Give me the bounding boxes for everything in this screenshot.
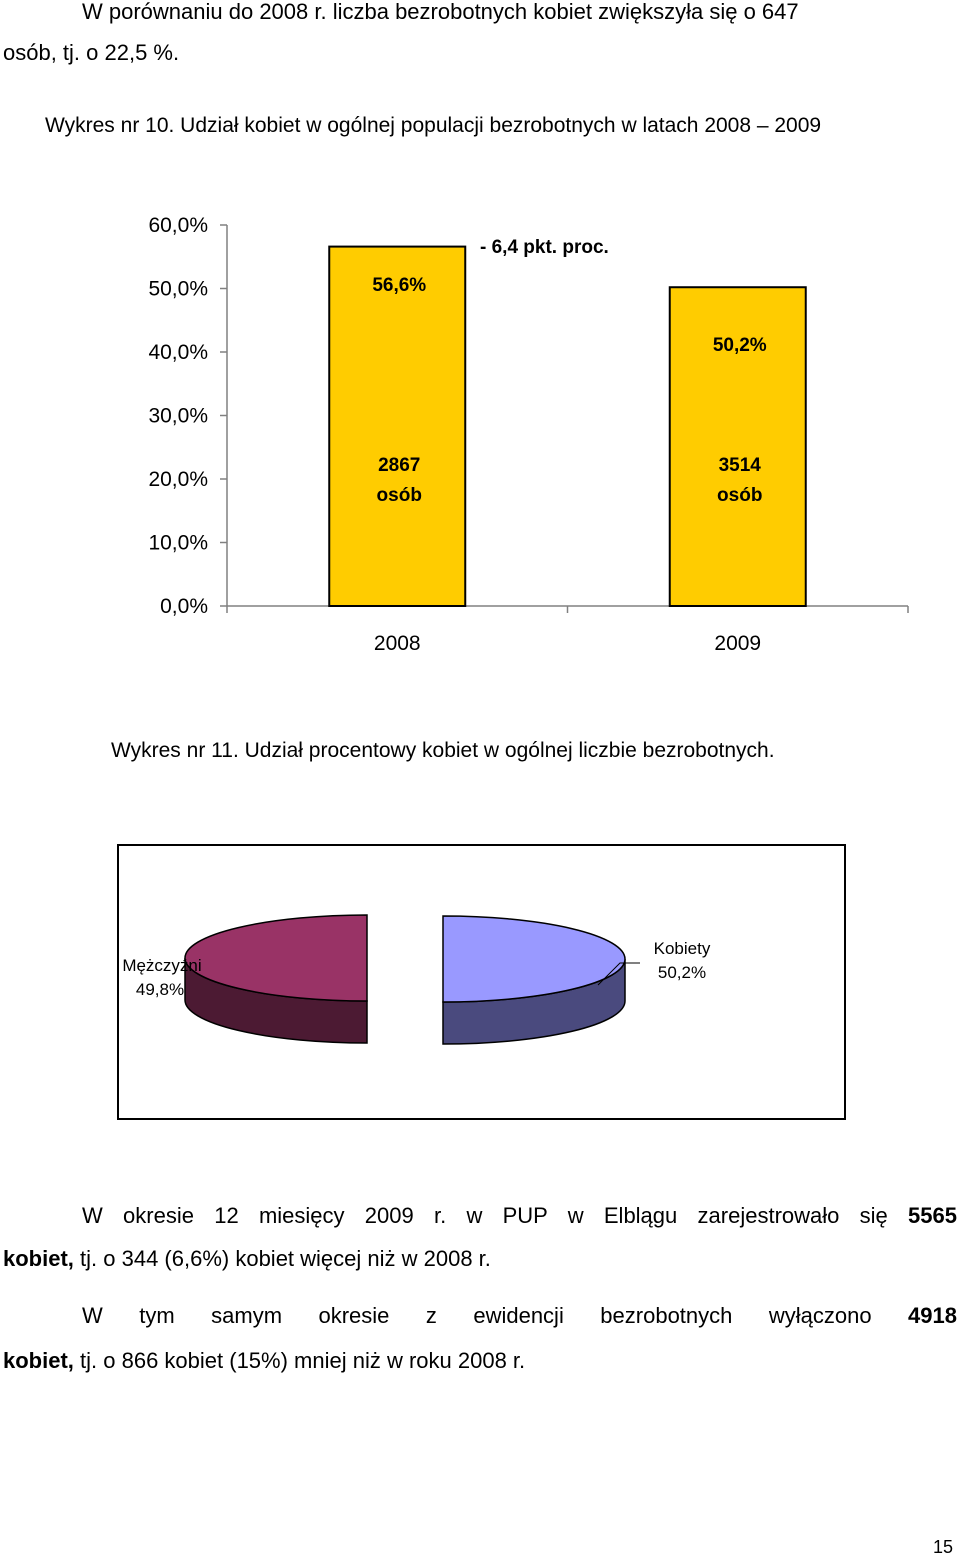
y-tick-label: 20,0% bbox=[148, 468, 208, 491]
intro-line-2: osób, tj. o 22,5 %. bbox=[3, 40, 180, 65]
pie-leader-line bbox=[597, 962, 640, 986]
page-number: 15 bbox=[933, 1537, 954, 1557]
figure-10-caption: Wykres nr 10. Udział kobiet w ogólnej po… bbox=[45, 114, 822, 137]
change-annotation: - 6,4 pkt. proc. bbox=[480, 237, 609, 258]
pie-slice-women bbox=[442, 915, 626, 1003]
para3-line-2: kobiet, tj. o 866 kobiet (15%) mniej niż… bbox=[3, 1339, 525, 1383]
intro-line-1: W porównaniu do 2008 r. liczba bezrobotn… bbox=[82, 0, 799, 24]
pie-label-women: Kobiety bbox=[654, 939, 711, 958]
figure-11-caption: Wykres nr 11. Udział procentowy kobiet w… bbox=[111, 739, 775, 762]
y-tick-label: 10,0% bbox=[148, 532, 208, 555]
para2-text: W okresie 12 miesięcy 2009 r. w PUP w El… bbox=[82, 1203, 888, 1228]
pie-value-women: 50,2% bbox=[658, 963, 706, 982]
pie-slice-men bbox=[184, 914, 368, 1002]
para2-line-1: W okresie 12 miesięcy 2009 r. w PUP w El… bbox=[82, 1194, 957, 1238]
para2-line-2: kobiet, tj. o 344 (6,6%) kobiet więcej n… bbox=[3, 1237, 491, 1281]
para2-text-2: tj. o 344 (6,6%) kobiet więcej niż w 200… bbox=[80, 1246, 491, 1271]
para2-count: 5565 bbox=[908, 1203, 957, 1228]
para2-kobiet: kobiet, bbox=[3, 1246, 74, 1271]
bar-count-label: 3514 bbox=[719, 455, 762, 476]
bar-chart: 0,0% 10,0% 20,0% 30,0% 40,0% 50,0% 60,0% 2008 28… bbox=[148, 214, 909, 655]
bar-count-unit: osób bbox=[377, 485, 422, 506]
bar-value-label: 56,6% bbox=[372, 275, 426, 296]
x-tick-label: 2009 bbox=[714, 632, 761, 655]
bar-2009 bbox=[668, 286, 807, 607]
y-tick-label: 30,0% bbox=[148, 405, 208, 428]
para3-text: W tym samym okresie z ewidencji bezrobot… bbox=[82, 1303, 872, 1328]
pie-slice-men-side bbox=[184, 957, 368, 1044]
para3-kobiet: kobiet, bbox=[3, 1348, 74, 1373]
pie-label-men: Mężczyźni bbox=[122, 956, 201, 975]
pie-value-men: 49,8% bbox=[136, 980, 184, 999]
y-tick-label: 0,0% bbox=[160, 595, 208, 618]
bar-value-label: 50,2% bbox=[713, 335, 767, 356]
x-tick-label: 2008 bbox=[374, 632, 421, 655]
para3-line-1: W tym samym okresie z ewidencji bezrobot… bbox=[82, 1294, 957, 1338]
para3-count: 4918 bbox=[908, 1303, 957, 1328]
y-tick-label: 60,0% bbox=[148, 214, 208, 237]
y-tick-label: 50,0% bbox=[148, 278, 208, 301]
pie-chart-frame bbox=[117, 844, 846, 1120]
bar-2008 bbox=[328, 245, 467, 607]
bar-count-label: 2867 bbox=[378, 455, 420, 476]
para3-text-2: tj. o 866 kobiet (15%) mniej niż w roku … bbox=[80, 1348, 526, 1373]
bar-count-unit: osób bbox=[717, 485, 762, 506]
y-tick-label: 40,0% bbox=[148, 341, 208, 364]
pie-slice-women-side bbox=[442, 958, 626, 1045]
